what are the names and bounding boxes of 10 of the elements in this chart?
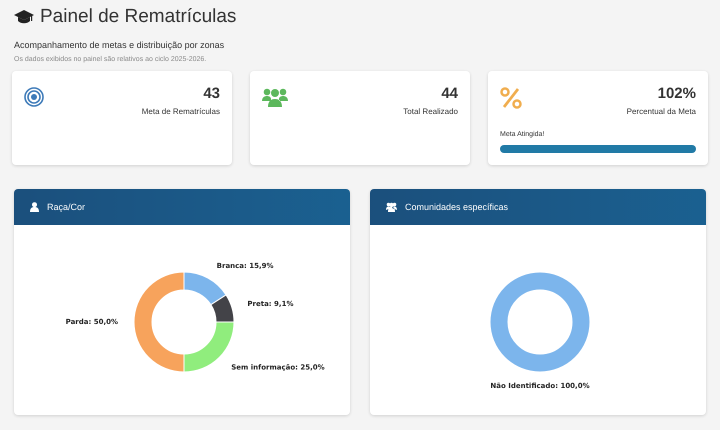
text: Meta de Rematrículas: [142, 107, 220, 116]
text: Total Realizado: [403, 107, 458, 116]
chart-title: Raça/Cor: [47, 202, 86, 212]
text: 44: [441, 85, 458, 102]
text: Painel de Rematrículas: [40, 6, 236, 28]
text: Percentual da Meta: [626, 107, 696, 116]
text: 43: [203, 85, 220, 102]
chart-title: Comunidades específicas: [405, 202, 508, 212]
text: 102%: [658, 85, 696, 102]
text: Acompanhamento de metas e distribuição por zonas: [14, 40, 226, 50]
